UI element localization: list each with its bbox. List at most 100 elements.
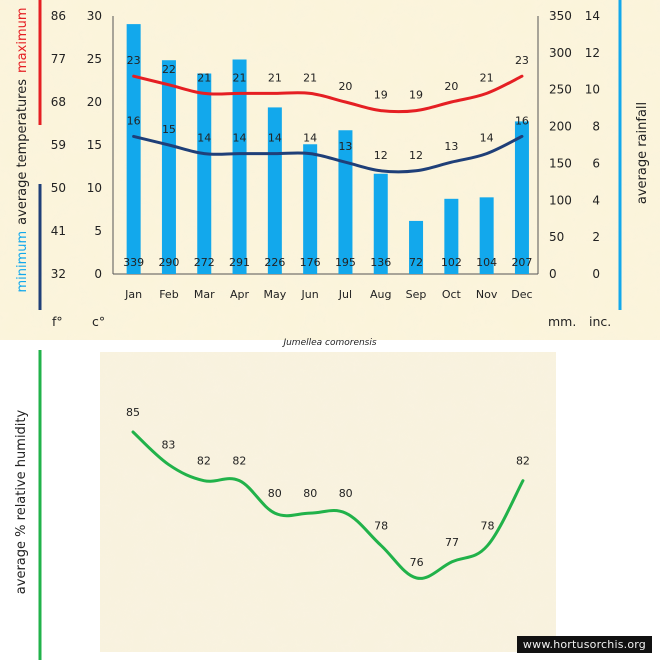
rainfall-bar-oct [444,198,459,274]
fahrenheit-tick: 68 [51,95,66,109]
max-temp-label: 21 [480,71,494,84]
min-temp-label: 14 [268,132,282,145]
min-temp-label: 12 [409,149,423,162]
humidity-axis-title: average % relative humidity [14,409,29,594]
celsius-tick: 0 [94,267,102,281]
min-temp-label: 14 [303,132,317,145]
min-temp-label: 16 [127,114,141,127]
max-temp-label: 21 [303,71,317,84]
inch-tick: 2 [592,230,600,244]
humidity-label: 80 [268,487,282,500]
rainfall-bar-nov [479,197,494,274]
month-label: Jun [301,288,319,301]
rainfall-bar-may [267,107,282,274]
min-temp-label: 14 [233,132,247,145]
month-label: Nov [476,288,498,301]
inch-tick: 4 [592,193,600,207]
fahrenheit-unit: f° [52,314,63,329]
humidity-label: 83 [161,438,175,451]
humidity-label: 80 [303,487,317,500]
max-temp-line [132,74,524,114]
celsius-tick: 25 [87,52,102,66]
min-temp-line [132,134,524,174]
min-temp-label: 16 [515,114,529,127]
celsius-tick: 10 [87,181,102,195]
fahrenheit-tick: 86 [51,9,66,23]
celsius-tick: 15 [87,138,102,152]
rainfall-bar-feb [161,60,176,274]
max-temp-label: 21 [233,71,247,84]
max-temp-label: 23 [127,54,141,67]
rainfall-label: 226 [264,256,285,269]
inch-tick: 6 [592,156,600,170]
rainfall-bar-jan [126,24,141,275]
month-label: Apr [230,288,250,301]
month-label: Jan [124,288,142,301]
mm-unit: mm. [548,314,576,329]
humidity-label: 76 [410,556,424,569]
min-temp-label: 13 [444,140,458,153]
celsius-tick: 30 [87,9,102,23]
rainfall-label: 72 [409,256,423,269]
rainfall-label: 207 [511,256,532,269]
rainfall-bar-jul [338,130,353,274]
rainfall-bar-dec [514,121,529,274]
month-label: Sep [406,288,427,301]
rainfall-label: 290 [158,256,179,269]
fahrenheit-tick: 41 [51,224,66,238]
mm-tick: 100 [549,193,572,207]
rainfall-label: 176 [300,256,321,269]
inch-tick: 12 [585,46,600,60]
humidity-label: 77 [445,536,459,549]
max-temp-label: 19 [374,89,388,102]
rainfall-bar-sep [409,220,424,274]
rainfall-bar-jun [303,144,318,274]
month-label: Dec [511,288,532,301]
fahrenheit-tick: 77 [51,52,66,66]
rainfall-label: 104 [476,256,497,269]
rainfall-label: 291 [229,256,250,269]
rainfall-label: 195 [335,256,356,269]
rainfall-label: 102 [441,256,462,269]
inch-tick: 8 [592,120,600,134]
celsius-tick: 20 [87,95,102,109]
max-temp-label: 19 [409,89,423,102]
fahrenheit-tick: 32 [51,267,66,281]
inch-tick: 14 [585,9,600,23]
rainfall-label: 339 [123,256,144,269]
humidity-label: 80 [339,487,353,500]
max-temp-label: 23 [515,54,529,67]
mm-tick: 300 [549,46,572,60]
temperature-axis-title: minimum average temperatures maximum [15,7,30,292]
min-temp-label: 14 [197,132,211,145]
min-temp-label: 15 [162,123,176,136]
month-label: Mar [194,288,215,301]
max-temp-label: 20 [338,80,352,93]
celsius-tick: 5 [94,224,102,238]
chart-title: Jumellea comorensis [281,338,376,348]
max-temp-label: 20 [444,80,458,93]
rainfall-axis-title: average rainfall [635,102,650,204]
minimum-label: minimum [15,231,30,293]
month-label: May [263,288,286,301]
maximum-label: maximum [15,7,30,73]
max-temp-label: 21 [268,71,282,84]
celsius-unit: c° [92,314,105,329]
inch-unit: inc. [589,314,611,329]
rainfall-label: 272 [194,256,215,269]
humidity-label: 85 [126,406,140,419]
rainfall-label: 136 [370,256,391,269]
mm-tick: 150 [549,156,572,170]
inch-tick: 0 [592,267,600,281]
mm-tick: 0 [549,267,557,281]
mm-tick: 350 [549,9,572,23]
humidity-label: 78 [481,520,495,533]
mm-tick: 50 [549,230,564,244]
humidity-label: 82 [232,455,246,468]
rainfall-bar-mar [197,73,212,274]
max-temp-label: 22 [162,63,176,76]
max-temp-label: 21 [197,71,211,84]
humidity-label: 82 [516,455,530,468]
min-temp-label: 13 [338,140,352,153]
